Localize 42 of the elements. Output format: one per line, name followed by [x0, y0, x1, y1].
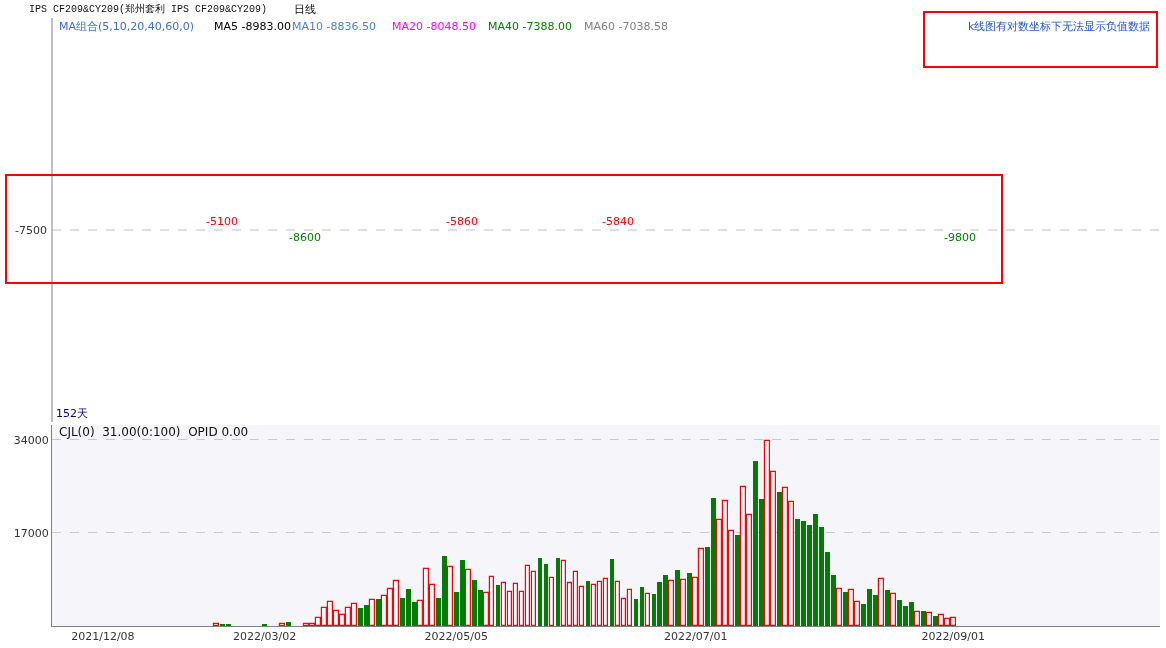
bar [544, 564, 548, 626]
y-tick-label: 17000 [13, 526, 49, 540]
bar [286, 622, 291, 626]
bar [687, 573, 692, 626]
x-tick-label: 2021/12/08 [71, 630, 135, 644]
text: 152天 [56, 407, 88, 420]
text: -5840 [602, 215, 634, 228]
bar [496, 585, 500, 626]
text: -9800 [944, 231, 976, 244]
bar [556, 558, 560, 626]
text: MA5 -8983.00 [214, 20, 291, 33]
text: MA20 -8048.50 [392, 20, 476, 33]
bar [586, 581, 590, 626]
text: MA10 -8836.50 [292, 20, 376, 33]
bar [675, 570, 680, 626]
bar [376, 599, 381, 626]
bar [640, 587, 644, 626]
text: 日线 [294, 3, 316, 16]
bar [538, 558, 542, 626]
text: MA60 -7038.58 [584, 20, 668, 33]
y-tick-label: 34000 [13, 433, 49, 447]
x-tick-label: 2022/03/02 [232, 630, 297, 644]
bar [843, 592, 848, 626]
bar [735, 535, 740, 626]
text: -7500 [15, 224, 47, 237]
x-tick-label: 2022/05/05 [424, 630, 488, 644]
bar [777, 492, 782, 626]
bar [634, 599, 638, 626]
text: MA组合(5,10,20,40,60,0) [59, 20, 195, 33]
text: -5100 [206, 215, 238, 228]
annotation: CJL(0) 31.00(0:100) OPID 0.00 [59, 425, 249, 439]
bar [610, 559, 614, 626]
bar [885, 590, 890, 626]
text: k线图有对数坐标下无法显示负值数据 [968, 20, 1151, 33]
x-tick-label: 2022/07/01 [664, 630, 728, 644]
bar [933, 616, 938, 626]
text: MA40 -7388.00 [488, 20, 572, 33]
bar [921, 611, 926, 626]
text: -8600 [289, 231, 321, 244]
text: IPS CF209&CY209(郑州套利 IPS CF209&CY209) [29, 3, 268, 15]
text: -5860 [446, 215, 478, 228]
x-tick-label: 2022/09/01 [921, 630, 985, 644]
